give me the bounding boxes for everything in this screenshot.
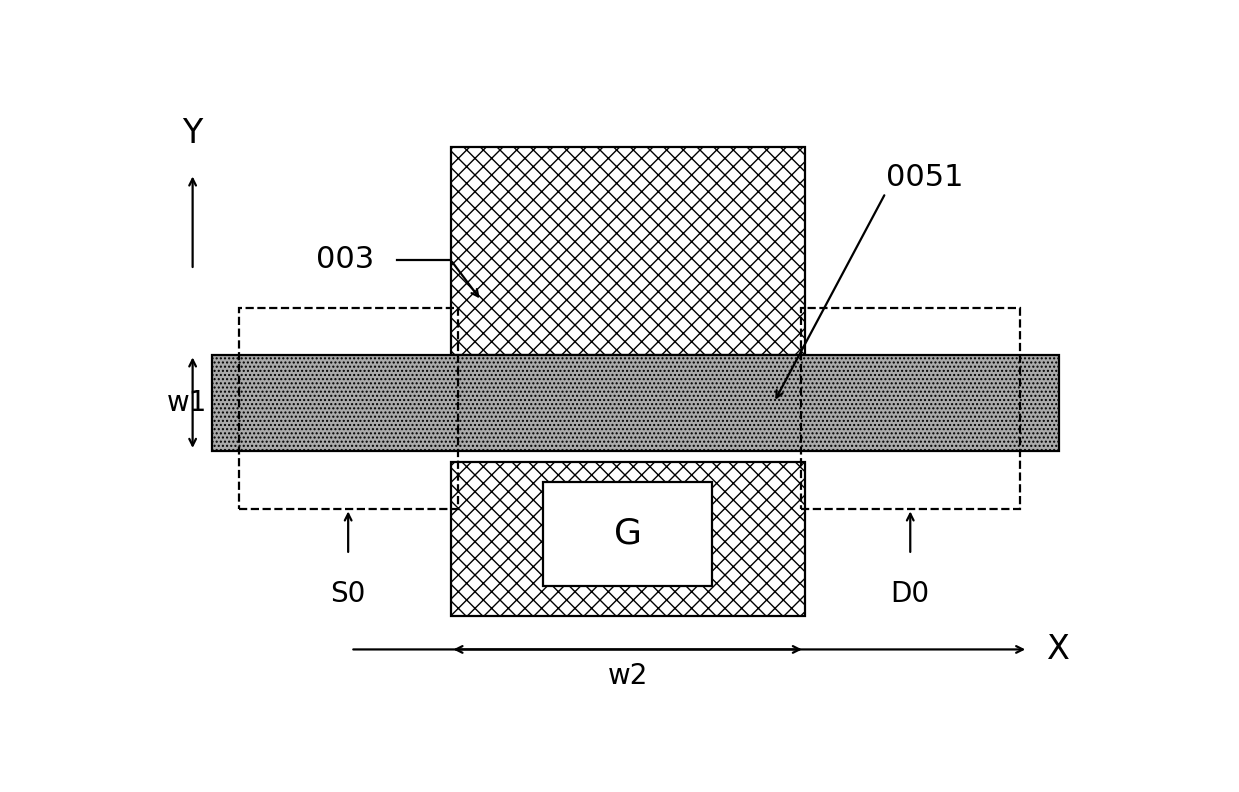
Text: S0: S0 xyxy=(331,580,366,608)
Bar xyxy=(800,308,1021,508)
Text: w2: w2 xyxy=(607,661,648,690)
Text: G: G xyxy=(613,517,642,551)
Bar xyxy=(543,482,712,585)
Bar xyxy=(239,308,458,508)
Text: w1: w1 xyxy=(167,389,208,417)
Text: 0051: 0051 xyxy=(886,163,963,192)
Text: D0: D0 xyxy=(891,580,929,608)
Bar xyxy=(212,355,1059,451)
Bar xyxy=(451,147,805,355)
Text: 003: 003 xyxy=(316,246,374,274)
Text: X: X xyxy=(1047,633,1070,666)
Bar xyxy=(451,463,805,616)
Text: Y: Y xyxy=(182,117,203,150)
